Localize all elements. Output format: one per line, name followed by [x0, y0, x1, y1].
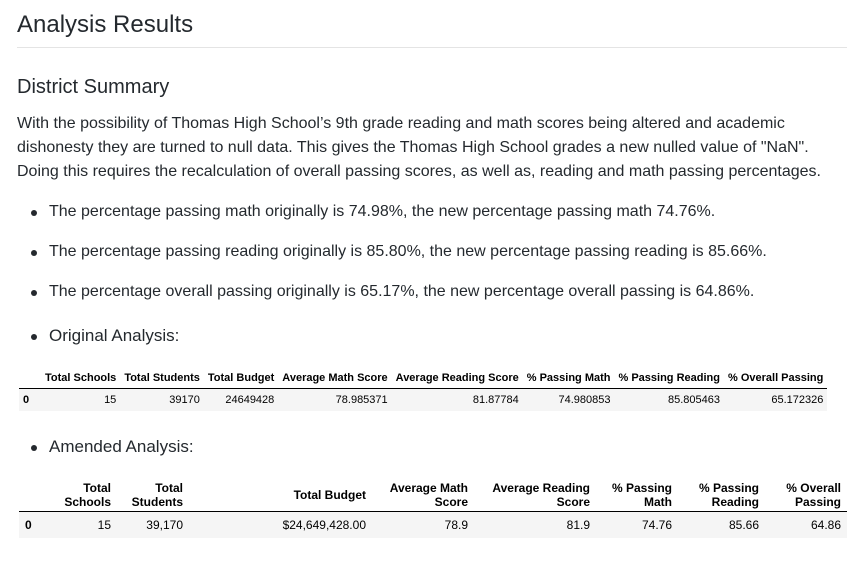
table-cell: 39,170 — [146, 518, 183, 532]
col-header: % Passing Reading — [618, 372, 720, 384]
col-header: % Overall Passing — [786, 481, 841, 509]
table-cell: 64.86 — [810, 518, 841, 532]
table-cell: 65.172326 — [771, 394, 824, 406]
col-header: Average Reading Score — [492, 481, 590, 509]
table-cell: 74.980853 — [558, 394, 611, 406]
row-index: 0 — [25, 518, 32, 532]
original-analysis-list: Original Analysis: — [17, 324, 846, 348]
col-header: % Passing Reading — [698, 481, 759, 509]
index-header — [19, 368, 41, 389]
table-cell: 81.9 — [566, 518, 590, 532]
table-row: 0 15 39170 24649428 78.985371 81.87784 7… — [19, 388, 828, 411]
table-cell: 24649428 — [225, 394, 275, 406]
table-row: 0 15 39,170 $24,649,428.00 78.9 81.9 74.… — [19, 511, 847, 538]
col-header: Total Schools — [45, 372, 117, 384]
finding-reading: The percentage passing reading originall… — [17, 240, 846, 264]
col-header: Total Schools — [64, 481, 111, 509]
col-header: Total Students — [124, 372, 200, 384]
row-index: 0 — [23, 394, 30, 406]
col-header: % Overall Passing — [727, 372, 824, 384]
col-header: % Passing Math — [526, 372, 611, 384]
table-cell: 81.87784 — [472, 394, 519, 406]
section-heading: District Summary — [17, 76, 170, 98]
intro-paragraph: With the possibility of Thomas High Scho… — [17, 115, 821, 180]
table-cell: 85.66 — [728, 518, 759, 532]
findings-list: The percentage passing math originally i… — [17, 200, 846, 304]
col-header: Total Students — [131, 481, 183, 509]
table-cell: 78.985371 — [335, 394, 388, 406]
table-cell: 15 — [97, 518, 111, 532]
amended-analysis-list: Amended Analysis: — [17, 435, 846, 459]
table-header-row: Total Schools Total Students Total Budge… — [19, 368, 828, 389]
col-header: % Passing Math — [611, 481, 672, 509]
table-cell: 39170 — [169, 394, 200, 406]
table-cell: 78.9 — [444, 518, 468, 532]
notebook-output: Analysis Results District Summary With t… — [17, 0, 847, 538]
col-header: Total Budget — [293, 488, 366, 502]
page-title: Analysis Results — [17, 0, 847, 48]
col-header: Total Budget — [207, 372, 275, 384]
col-header: Average Math Score — [389, 481, 468, 509]
original-analysis-table: Total Schools Total Students Total Budge… — [19, 368, 828, 411]
table-cell: $24,649,428.00 — [282, 518, 366, 532]
table-cell: 85.805463 — [667, 394, 720, 406]
table-cell: 15 — [104, 394, 117, 406]
amended-analysis-label: Amended Analysis: — [17, 435, 846, 459]
table-header-row: Total Schools Total Students Total Budge… — [19, 479, 847, 512]
original-analysis-label: Original Analysis: — [17, 324, 846, 348]
col-header: Average Reading Score — [395, 372, 519, 384]
index-header — [19, 479, 45, 512]
col-header: Average Math Score — [282, 372, 388, 384]
table-cell: 74.76 — [641, 518, 672, 532]
finding-math: The percentage passing math originally i… — [17, 200, 846, 224]
amended-analysis-table: Total Schools Total Students Total Budge… — [19, 479, 847, 538]
finding-overall: The percentage overall passing originall… — [17, 280, 846, 304]
